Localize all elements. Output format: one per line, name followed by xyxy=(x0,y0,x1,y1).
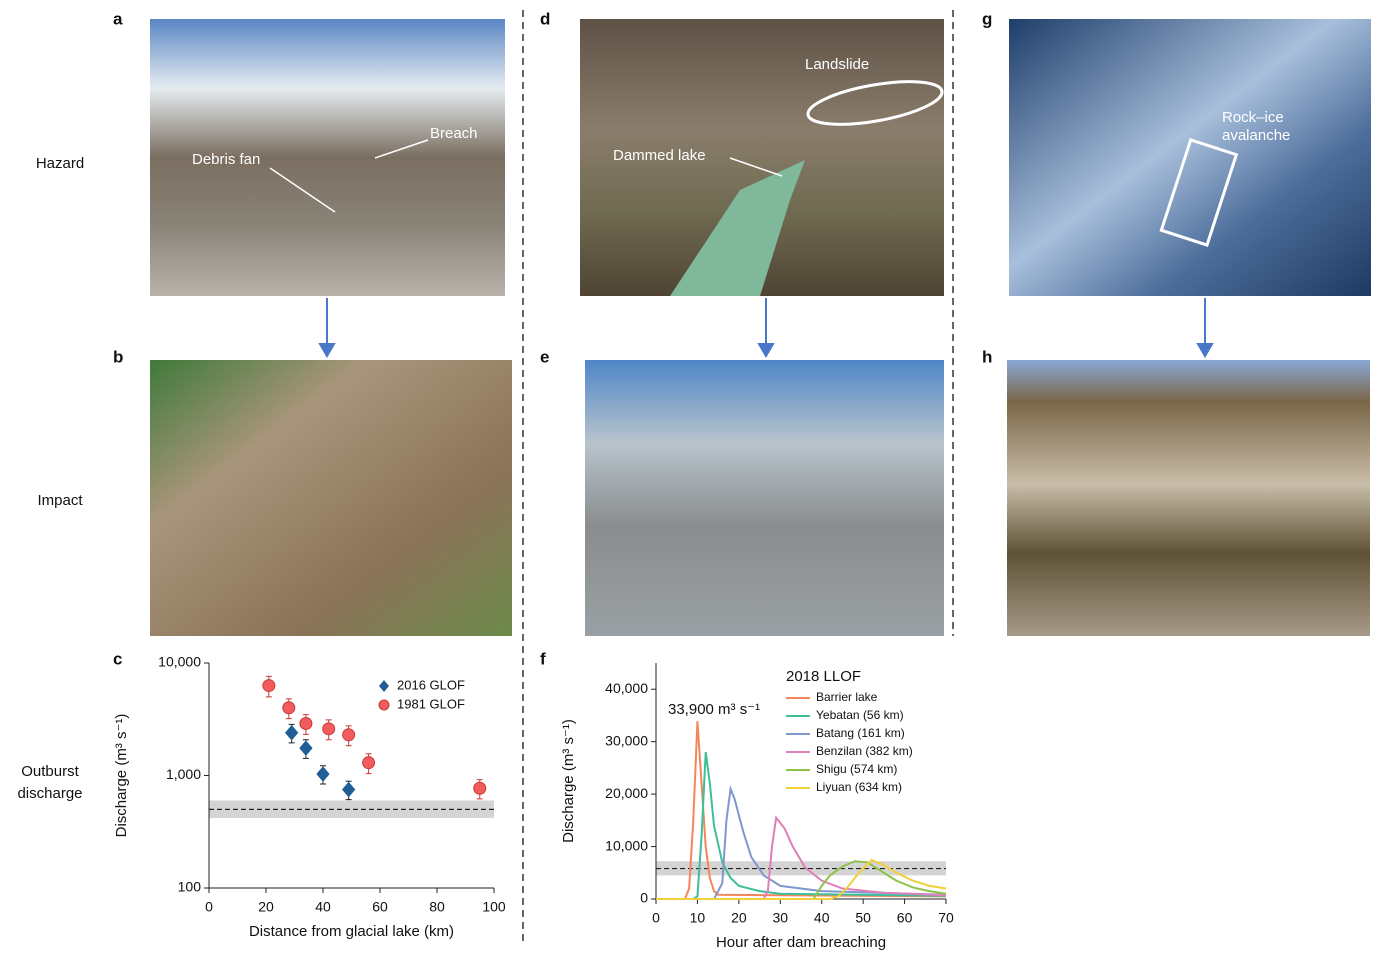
annotation: Debris fan xyxy=(192,151,260,168)
x-tick-label: 20 xyxy=(731,910,747,926)
legend-label: 1981 GLOF xyxy=(397,696,465,711)
legend-marker xyxy=(379,700,389,710)
y-tick-label: 20,000 xyxy=(605,785,648,801)
row-label: Outburst xyxy=(21,763,79,780)
legend-label: Liyuan (634 km) xyxy=(816,780,902,794)
panel-label: g xyxy=(982,9,992,28)
x-axis-title: Hour after dam breaching xyxy=(716,934,886,951)
x-tick-label: 80 xyxy=(429,899,445,915)
annotation: avalanche xyxy=(1222,127,1290,144)
annotation: Dammed lake xyxy=(613,147,706,164)
x-tick-label: 0 xyxy=(205,899,213,915)
point xyxy=(343,783,355,797)
x-tick-label: 40 xyxy=(315,899,331,915)
annotation: Rock–ice xyxy=(1222,109,1284,126)
panel-label: f xyxy=(540,649,546,668)
photo-h xyxy=(1007,360,1370,636)
x-tick-label: 70 xyxy=(938,910,954,926)
point xyxy=(300,741,312,755)
x-tick-label: 30 xyxy=(772,910,788,926)
y-tick-label: 40,000 xyxy=(605,680,648,696)
x-tick-label: 10 xyxy=(690,910,706,926)
point xyxy=(317,767,329,781)
x-tick-label: 60 xyxy=(372,899,388,915)
y-axis-title: Discharge (m³ s⁻¹) xyxy=(113,714,130,838)
annotation: Landslide xyxy=(805,56,869,73)
legend-label: Shigu (574 km) xyxy=(816,762,897,776)
y-tick-label: 10,000 xyxy=(158,654,201,670)
point xyxy=(300,717,312,729)
annotation: Breach xyxy=(430,125,478,142)
flow-arrows xyxy=(320,298,1212,356)
photo-e xyxy=(585,360,944,636)
legend-label: Barrier lake xyxy=(816,690,878,704)
row-label: Impact xyxy=(37,492,83,509)
legend-label: Benzilan (382 km) xyxy=(816,744,913,758)
row-label: discharge xyxy=(17,785,82,802)
y-tick-label: 100 xyxy=(178,879,202,895)
point xyxy=(363,757,375,769)
legend-label: Batang (161 km) xyxy=(816,726,905,740)
panel-label: d xyxy=(540,9,550,28)
photo-b xyxy=(150,360,512,636)
y-tick-label: 10,000 xyxy=(605,837,648,853)
point xyxy=(323,723,335,735)
photo-g xyxy=(1009,19,1371,296)
x-tick-label: 100 xyxy=(482,899,506,915)
panel-label: h xyxy=(982,347,992,366)
y-tick-label: 1,000 xyxy=(166,766,201,782)
x-tick-label: 40 xyxy=(814,910,830,926)
point xyxy=(286,726,298,740)
y-axis-title: Discharge (m³ s⁻¹) xyxy=(560,719,577,843)
annotation: 33,900 m³ s⁻¹ xyxy=(668,701,760,718)
point xyxy=(474,782,486,794)
x-axis-title: Distance from glacial lake (km) xyxy=(249,923,454,940)
panel-label: c xyxy=(113,649,122,668)
row-label: Hazard xyxy=(36,155,84,172)
x-tick-label: 0 xyxy=(652,910,660,926)
legend-label: Yebatan (56 km) xyxy=(816,708,904,722)
series-line xyxy=(656,752,946,899)
x-tick-label: 60 xyxy=(897,910,913,926)
point xyxy=(263,680,275,692)
legend-label: 2016 GLOF xyxy=(397,677,465,692)
panel-label: b xyxy=(113,347,123,366)
panel-label: a xyxy=(113,9,123,28)
legend-marker xyxy=(379,680,389,692)
x-tick-label: 50 xyxy=(855,910,871,926)
point xyxy=(343,729,355,741)
panel-label: e xyxy=(540,347,549,366)
x-tick-label: 20 xyxy=(258,899,274,915)
legend-title: 2018 LLOF xyxy=(786,668,861,685)
y-tick-label: 30,000 xyxy=(605,732,648,748)
figure: Breach Debris fan Landslide Dammed lake … xyxy=(0,0,1379,953)
y-tick-label: 0 xyxy=(640,890,648,906)
point xyxy=(283,702,295,714)
